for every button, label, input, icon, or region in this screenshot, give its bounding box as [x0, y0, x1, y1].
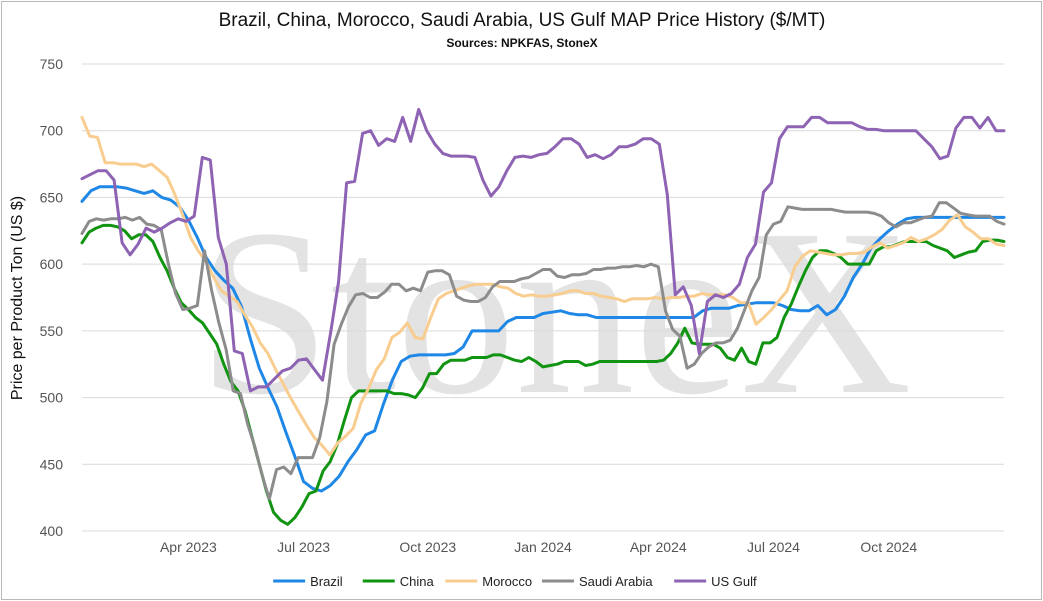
chart-title: Brazil, China, Morocco, Saudi Arabia, US…	[219, 10, 826, 31]
x-tick-label: Oct 2024	[860, 539, 917, 555]
y-tick-label: 550	[40, 323, 64, 339]
x-tick-label: Oct 2023	[399, 539, 456, 555]
y-axis-ticks: 400 450 500 550 600 650 700 750	[40, 56, 64, 539]
x-tick-label: Jan 2024	[514, 539, 572, 555]
y-axis-label: Price per Product Ton (US $)	[9, 196, 26, 400]
y-tick-label: 450	[40, 456, 64, 472]
series-line-brazil	[80, 185, 1006, 493]
series-line-saudi-arabia	[80, 201, 1006, 501]
x-tick-label: Apr 2024	[630, 539, 687, 555]
legend-label-morocco: Morocco	[482, 574, 532, 589]
y-tick-label: 600	[40, 256, 64, 272]
series-line-china	[80, 223, 1006, 526]
y-tick-label: 750	[40, 56, 64, 72]
y-tick-label: 650	[40, 189, 64, 205]
legend-label-brazil: Brazil	[310, 574, 343, 589]
y-tick-label: 700	[40, 123, 64, 139]
x-tick-label: Jul 2024	[747, 539, 800, 555]
chart-subtitle: Sources: NPKFAS, StoneX	[446, 36, 597, 50]
legend-label-saudi-arabia: Saudi Arabia	[579, 574, 653, 589]
series-line-morocco	[80, 115, 1006, 457]
series-line-us-gulf	[80, 107, 1006, 393]
x-tick-label: Apr 2023	[160, 539, 217, 555]
legend-label-china: China	[400, 574, 435, 589]
legend: Brazil China Morocco Saudi Arabia US Gulf	[273, 574, 757, 589]
legend-label-us-gulf: US Gulf	[711, 574, 757, 589]
y-tick-label: 500	[40, 390, 64, 406]
y-gridlines	[82, 63, 1004, 532]
series-lines	[80, 107, 1006, 526]
x-axis-ticks: Apr 2023 Jul 2023 Oct 2023 Jan 2024 Apr 2024…	[160, 539, 917, 555]
y-tick-label: 400	[40, 523, 64, 539]
x-tick-label: Jul 2023	[277, 539, 330, 555]
